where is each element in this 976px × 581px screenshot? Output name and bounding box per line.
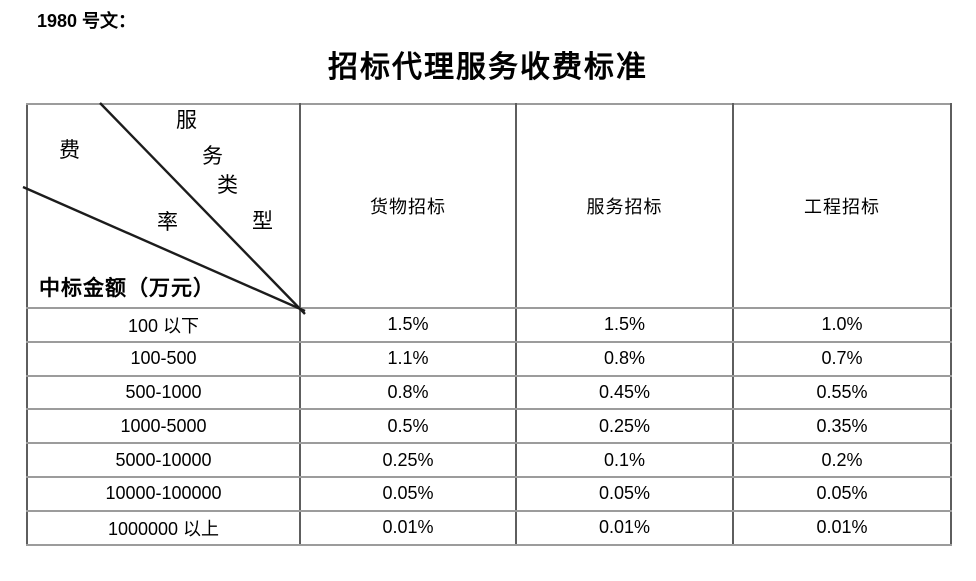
rate-cell: 0.35% bbox=[732, 408, 952, 445]
rate-cell: 0.05% bbox=[732, 475, 952, 512]
table-row: 10000-100000 0.05% 0.05% 0.05% bbox=[26, 475, 952, 512]
rate-cell: 0.01% bbox=[515, 509, 734, 546]
rate-cell: 0.01% bbox=[299, 509, 517, 546]
rate-cell: 0.2% bbox=[732, 442, 952, 478]
amount-axis-label: 中标金额（万元） bbox=[39, 276, 215, 300]
doc-number-label: 1980 号文： bbox=[37, 11, 137, 31]
table-row: 1000-5000 0.5% 0.25% 0.35% bbox=[26, 408, 952, 445]
rate-cell: 1.0% bbox=[732, 307, 952, 343]
service-type-char: 务 bbox=[202, 144, 223, 168]
rate-cell: 0.1% bbox=[515, 442, 734, 478]
fee-rate-char: 率 bbox=[157, 210, 178, 234]
table-row: 100-500 1.1% 0.8% 0.7% bbox=[26, 340, 952, 377]
rate-cell: 0.8% bbox=[299, 374, 517, 411]
table-row: 5000-10000 0.25% 0.1% 0.2% bbox=[26, 442, 952, 478]
row-label: 1000-5000 bbox=[26, 408, 301, 445]
rate-cell: 0.01% bbox=[732, 509, 952, 546]
rate-cell: 0.25% bbox=[515, 408, 734, 445]
rate-cell: 0.8% bbox=[515, 340, 734, 377]
rate-cell: 1.5% bbox=[515, 307, 734, 343]
page-title: 招标代理服务收费标准 bbox=[328, 51, 648, 84]
column-header-services: 服务招标 bbox=[515, 103, 734, 309]
rate-cell: 0.25% bbox=[299, 442, 517, 478]
rate-cell: 0.55% bbox=[732, 374, 952, 411]
fee-table: 费 率 服 务 类 型 中标金额（万元） 货物招标 服务招标 工程招标 100 … bbox=[22, 102, 952, 546]
rate-cell: 1.5% bbox=[299, 307, 517, 343]
row-label: 100 以下 bbox=[26, 307, 301, 343]
fee-rate-char: 费 bbox=[59, 138, 80, 162]
table-row: 1000000 以上 0.01% 0.01% 0.01% bbox=[26, 509, 952, 546]
row-label: 100-500 bbox=[26, 340, 301, 377]
rate-cell: 0.7% bbox=[732, 340, 952, 377]
table-row: 500-1000 0.8% 0.45% 0.55% bbox=[26, 374, 952, 411]
rate-cell: 0.45% bbox=[515, 374, 734, 411]
rate-cell: 1.1% bbox=[299, 340, 517, 377]
service-type-char: 服 bbox=[176, 108, 197, 132]
column-header-goods: 货物招标 bbox=[299, 103, 517, 309]
rate-cell: 0.5% bbox=[299, 408, 517, 445]
fee-table-grid: 费 率 服 务 类 型 中标金额（万元） 货物招标 服务招标 工程招标 100 … bbox=[22, 102, 952, 546]
row-label: 10000-100000 bbox=[26, 475, 301, 512]
service-type-char: 型 bbox=[252, 209, 273, 233]
service-type-char: 类 bbox=[217, 173, 238, 197]
corner-header-cell: 费 率 服 务 类 型 中标金额（万元） bbox=[22, 102, 306, 315]
corner-labels: 费 率 服 务 类 型 中标金额（万元） bbox=[28, 105, 299, 307]
column-header-engineering: 工程招标 bbox=[732, 103, 952, 309]
table-row: 100 以下 1.5% 1.5% 1.0% bbox=[26, 307, 952, 343]
row-label: 5000-10000 bbox=[26, 442, 301, 478]
row-label: 1000000 以上 bbox=[26, 509, 301, 546]
table-header-row: 费 率 服 务 类 型 中标金额（万元） 货物招标 服务招标 工程招标 bbox=[22, 102, 952, 315]
rate-cell: 0.05% bbox=[299, 475, 517, 512]
rate-cell: 0.05% bbox=[515, 475, 734, 512]
row-label: 500-1000 bbox=[26, 374, 301, 411]
